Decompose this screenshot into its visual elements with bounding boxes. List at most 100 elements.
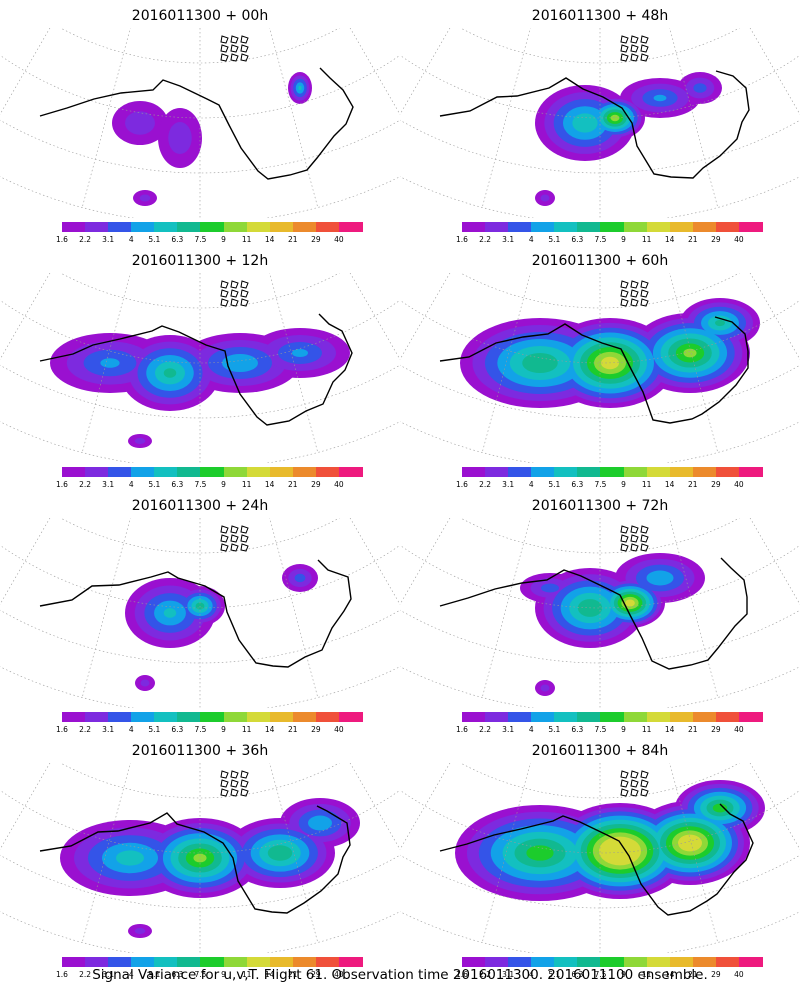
coastline xyxy=(439,557,748,670)
colorbar-swatch xyxy=(85,222,110,232)
colorbar-swatch xyxy=(531,222,556,232)
forecast-panel: 2016011300 + 24h 1.6 2.2 3.1 4 5.1 6.3 7.5 9 11 14… xyxy=(0,490,400,735)
colorbar-swatch xyxy=(462,957,486,967)
colorbar-tick-label: 7.5 xyxy=(594,970,607,979)
variance-contour xyxy=(678,834,702,852)
coastline xyxy=(39,559,352,668)
colorbar-tick-label: 9 xyxy=(621,725,626,734)
colorbar-swatch xyxy=(646,957,671,967)
coastline xyxy=(439,803,754,916)
colorbar-swatch xyxy=(577,222,602,232)
colorbar-swatch xyxy=(177,467,202,477)
arctic-islands xyxy=(220,525,249,552)
colorbar-swatch xyxy=(669,712,694,722)
colorbar-swatch xyxy=(669,957,694,967)
colorbar-swatch xyxy=(462,712,486,722)
variance-contour xyxy=(715,319,725,327)
colorbar-swatch xyxy=(223,712,248,722)
colorbar-swatch xyxy=(131,467,156,477)
colorbar-swatch xyxy=(577,712,602,722)
variance-contour xyxy=(541,583,559,593)
colorbar-tick-label: 40 xyxy=(334,480,344,489)
arctic-islands xyxy=(220,770,249,797)
colorbar-ticks: 1.6 2.2 3.1 4 5.1 6.3 7.5 9 11 14 21 29 40 xyxy=(456,970,762,980)
variance-contour xyxy=(653,94,667,102)
colorbar-swatch xyxy=(292,712,317,722)
variance-contour xyxy=(712,803,728,813)
colorbar-swatch xyxy=(623,467,648,477)
colorbar-tick-label: 14 xyxy=(664,480,675,489)
colorbar-swatch xyxy=(85,467,110,477)
colorbar-tick-label: 11 xyxy=(241,970,252,979)
colorbar-tick-label: 11 xyxy=(641,725,652,734)
colorbar-tick-label: 21 xyxy=(287,235,298,244)
colorbar-tick-label: 1.6 xyxy=(56,970,68,979)
colorbar-tick-label: 40 xyxy=(334,725,344,734)
variance-map xyxy=(0,518,400,708)
colorbar-tick-label: 6.3 xyxy=(571,480,584,489)
colorbar-tick-label: 2.2 xyxy=(479,480,492,489)
colorbar-swatch xyxy=(246,957,271,967)
variance-contour xyxy=(610,114,620,122)
colorbar-swatch xyxy=(292,467,317,477)
colorbar-tick-label: 9 xyxy=(221,725,226,734)
colorbar-tick-label: 6.3 xyxy=(571,235,584,244)
colorbar-swatch xyxy=(315,712,340,722)
colorbar-swatch xyxy=(246,222,271,232)
colorbar-swatch xyxy=(669,222,694,232)
colorbar-swatch xyxy=(292,222,317,232)
colorbar-tick-label: 11 xyxy=(641,235,652,244)
colorbar-tick-label: 21 xyxy=(687,235,698,244)
colorbar-ticks: 1.6 2.2 3.1 4 5.1 6.3 7.5 9 11 14 21 29 40 xyxy=(56,235,362,245)
colorbar-tick-label: 21 xyxy=(287,970,298,979)
colorbar-tick-label: 3.1 xyxy=(102,480,115,489)
colorbar-tick-label: 2.2 xyxy=(79,725,92,734)
colorbar-tick-label: 21 xyxy=(287,480,298,489)
variance-contour xyxy=(139,194,151,202)
graticule xyxy=(0,28,400,218)
colorbar-swatch xyxy=(715,957,740,967)
colorbar-swatch xyxy=(738,222,763,232)
colorbar-swatch xyxy=(715,222,740,232)
forecast-panel: 2016011300 + 00h 1.6 2.2 3.1 4 5.1 6.3 7.5 9 11 14… xyxy=(0,0,400,245)
colorbar-swatch xyxy=(738,712,763,722)
colorbar-swatch xyxy=(223,957,248,967)
arctic-islands xyxy=(620,770,649,797)
coastline xyxy=(439,316,749,424)
colorbar-swatch xyxy=(692,222,717,232)
colorbar-tick-label: 29 xyxy=(311,725,321,734)
variance-contour xyxy=(267,845,293,861)
colorbar-ticks: 1.6 2.2 3.1 4 5.1 6.3 7.5 9 11 14 21 29 40 xyxy=(56,970,362,980)
variance-contour xyxy=(193,853,207,863)
colorbar-tick-label: 40 xyxy=(734,235,744,244)
colorbar-ticks: 1.6 2.2 3.1 4 5.1 6.3 7.5 9 11 14 21 29 40 xyxy=(456,480,762,490)
colorbar-swatch xyxy=(554,712,579,722)
colorbar-swatch xyxy=(485,712,510,722)
figure-caption: Signal Variance for u,v,T. Flight 61. Ob… xyxy=(92,967,708,983)
variance-contour xyxy=(298,85,302,91)
colorbar-swatch xyxy=(600,957,625,967)
colorbar-tick-label: 7.5 xyxy=(194,970,207,979)
colorbar-tick-label: 7.5 xyxy=(594,235,607,244)
colorbar-tick-label: 4 xyxy=(528,235,534,244)
colorbar-swatch xyxy=(508,712,533,722)
colorbar-swatch xyxy=(600,222,625,232)
variance-contour xyxy=(294,573,306,583)
colorbar-swatch xyxy=(692,467,717,477)
colorbar-swatch xyxy=(62,222,86,232)
arctic-islands xyxy=(220,280,249,307)
colorbar-tick-label: 21 xyxy=(287,725,298,734)
variance-contour xyxy=(222,354,258,372)
colorbar xyxy=(62,467,363,477)
colorbar-tick-label: 1.6 xyxy=(56,235,68,244)
colorbar-swatch xyxy=(269,957,294,967)
coastline xyxy=(39,313,353,426)
colorbar-swatch xyxy=(508,957,533,967)
colorbar-tick-label: 29 xyxy=(711,235,721,244)
panel-title: 2016011300 + 84h xyxy=(531,743,669,759)
colorbar-tick-label: 11 xyxy=(641,480,652,489)
colorbar-swatch xyxy=(200,957,225,967)
colorbar-swatch xyxy=(692,712,717,722)
colorbar-ticks: 1.6 2.2 3.1 4 5.1 6.3 7.5 9 11 14 21 29 40 xyxy=(56,480,362,490)
colorbar-swatch xyxy=(531,467,556,477)
